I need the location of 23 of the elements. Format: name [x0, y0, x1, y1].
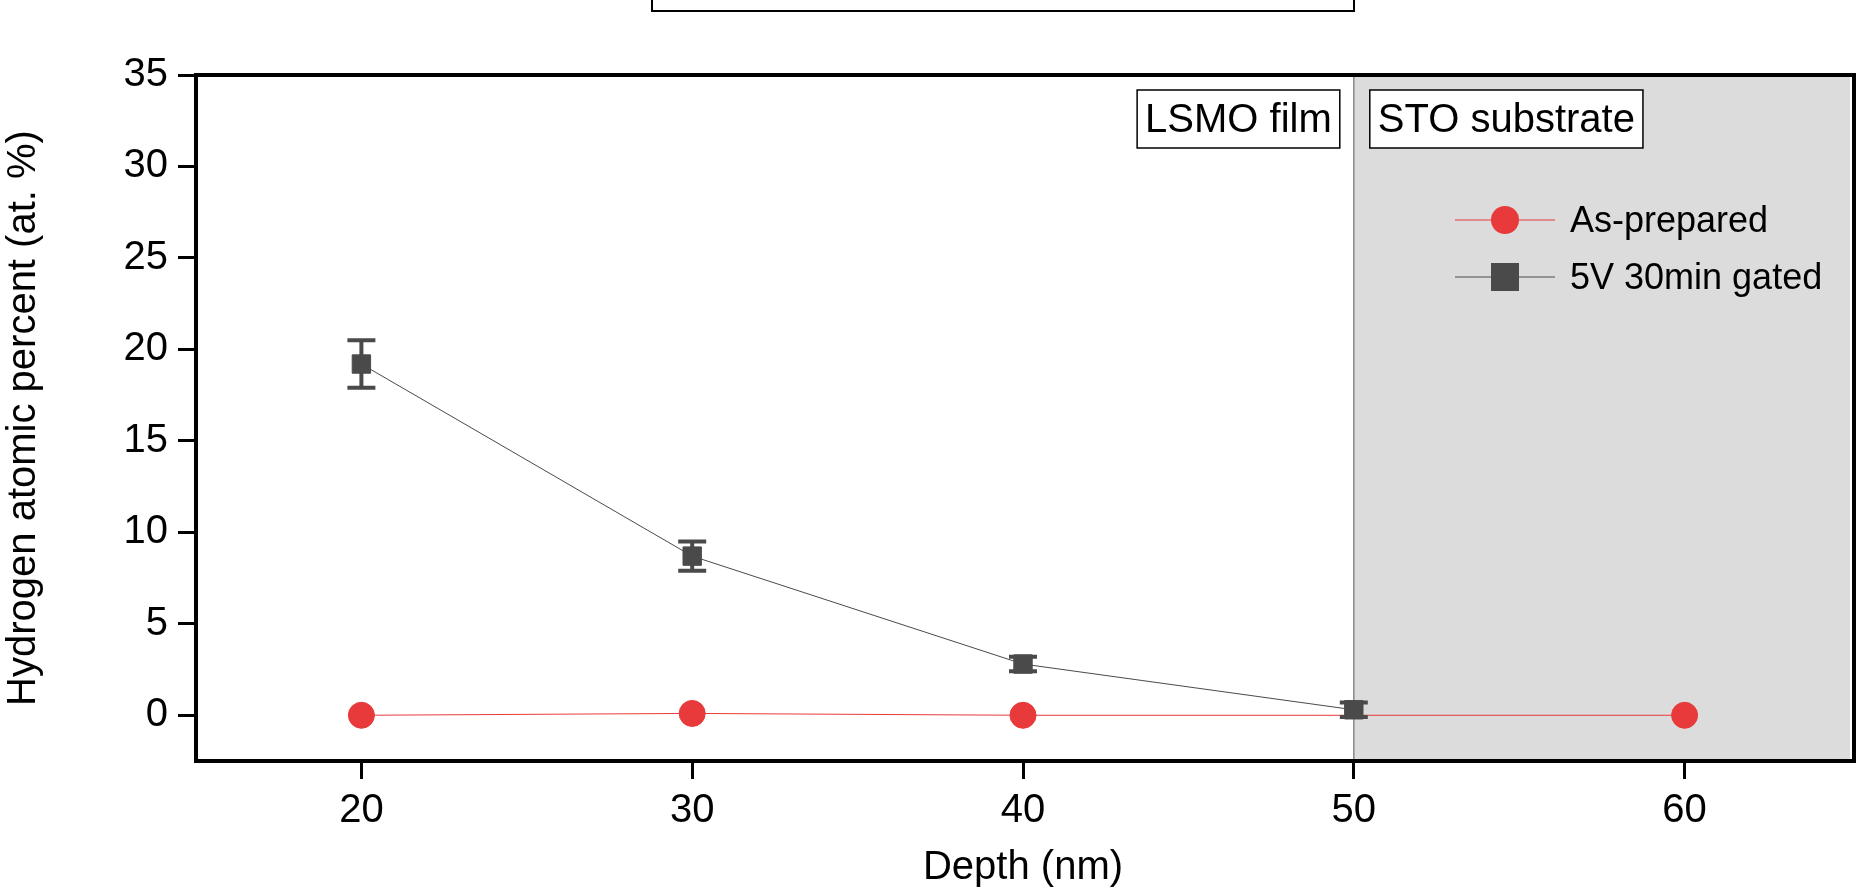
point — [1009, 701, 1037, 729]
y-tick-label: 25 — [123, 232, 168, 277]
x-tick-label: 20 — [339, 786, 384, 831]
y-tick-label: 15 — [123, 415, 168, 460]
legend-label: 5V 30min gated — [1570, 255, 1823, 297]
x-axis-title: Depth (nm) — [922, 843, 1124, 888]
y-axis-title: Hydrogen atomic percent (at. %) — [0, 130, 44, 706]
point — [1671, 701, 1699, 729]
y-tick-label: 10 — [123, 507, 168, 552]
y-tick-label: 0 — [145, 690, 168, 735]
band-label: STO substrate — [1377, 96, 1635, 141]
y-tick-label: 20 — [123, 324, 168, 369]
point — [347, 701, 375, 729]
point — [678, 699, 706, 727]
legend-label: As-prepared — [1570, 198, 1769, 240]
y-tick-label: 5 — [145, 598, 168, 643]
x-tick-label: 50 — [1331, 786, 1377, 831]
x-tick-label: 40 — [1000, 786, 1046, 831]
y-tick-label: 30 — [123, 141, 168, 186]
annotation: LSMO film — [1145, 96, 1332, 141]
x-tick-label: 30 — [669, 786, 715, 831]
x-tick-label: 60 — [1662, 786, 1707, 831]
y-tick-label: 35 — [123, 50, 168, 95]
